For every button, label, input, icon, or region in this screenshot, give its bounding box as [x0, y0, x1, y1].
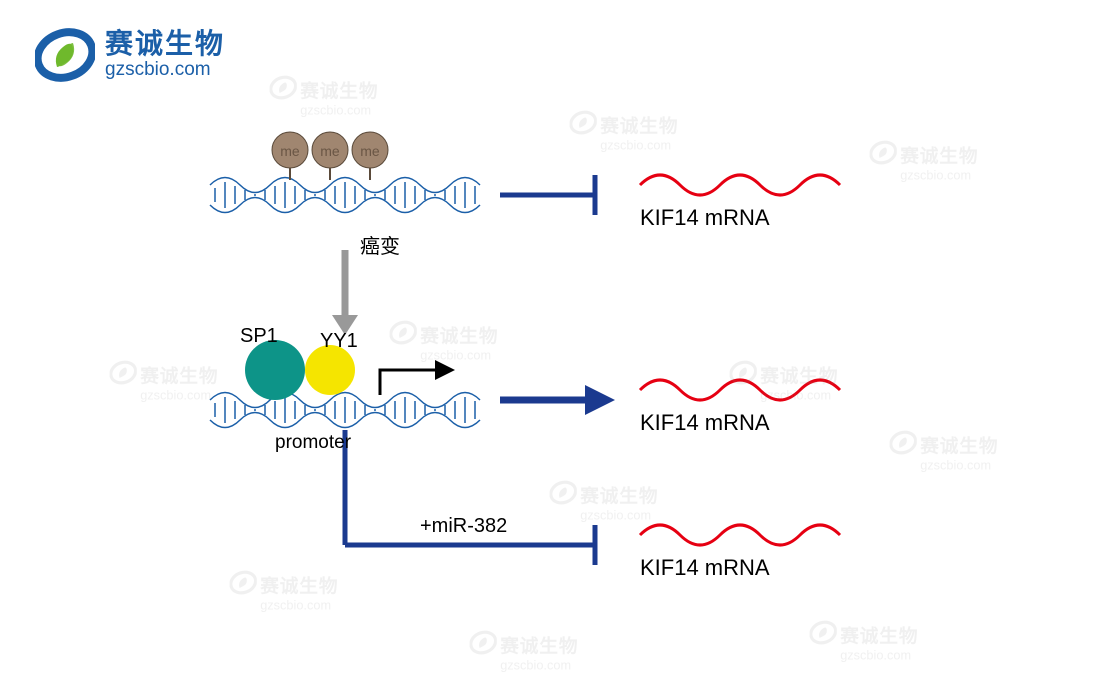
cancer-label: 癌变 — [360, 230, 400, 259]
mrna-label-1: KIF14 mRNA — [640, 205, 770, 231]
svg-text:me: me — [280, 143, 300, 159]
mir-label: +miR-382 — [420, 515, 507, 538]
mrna-label-3: KIF14 mRNA — [640, 555, 770, 581]
sp1-circle — [245, 340, 305, 400]
methyl-group-2: me — [312, 132, 348, 180]
cancer-arrow — [332, 250, 358, 335]
row1-dna: me me me — [210, 132, 480, 213]
promote-arrow — [500, 385, 615, 415]
promoter-label: promoter — [275, 432, 351, 454]
mrna-label-2: KIF14 mRNA — [640, 410, 770, 436]
mrna-1 — [640, 175, 840, 195]
yy1-label: YY1 — [320, 330, 358, 353]
row2-dna — [210, 340, 480, 428]
mir-branch — [345, 430, 595, 565]
diagram-canvas: me me me — [0, 0, 1113, 700]
inhibit-line-1 — [500, 175, 595, 215]
methyl-group-1: me — [272, 132, 308, 180]
methyl-group-3: me — [352, 132, 388, 180]
svg-text:me: me — [360, 143, 380, 159]
svg-text:me: me — [320, 143, 340, 159]
mrna-3 — [640, 525, 840, 545]
sp1-label: SP1 — [240, 325, 278, 348]
tss-arrow — [380, 360, 455, 395]
mrna-2 — [640, 380, 840, 400]
